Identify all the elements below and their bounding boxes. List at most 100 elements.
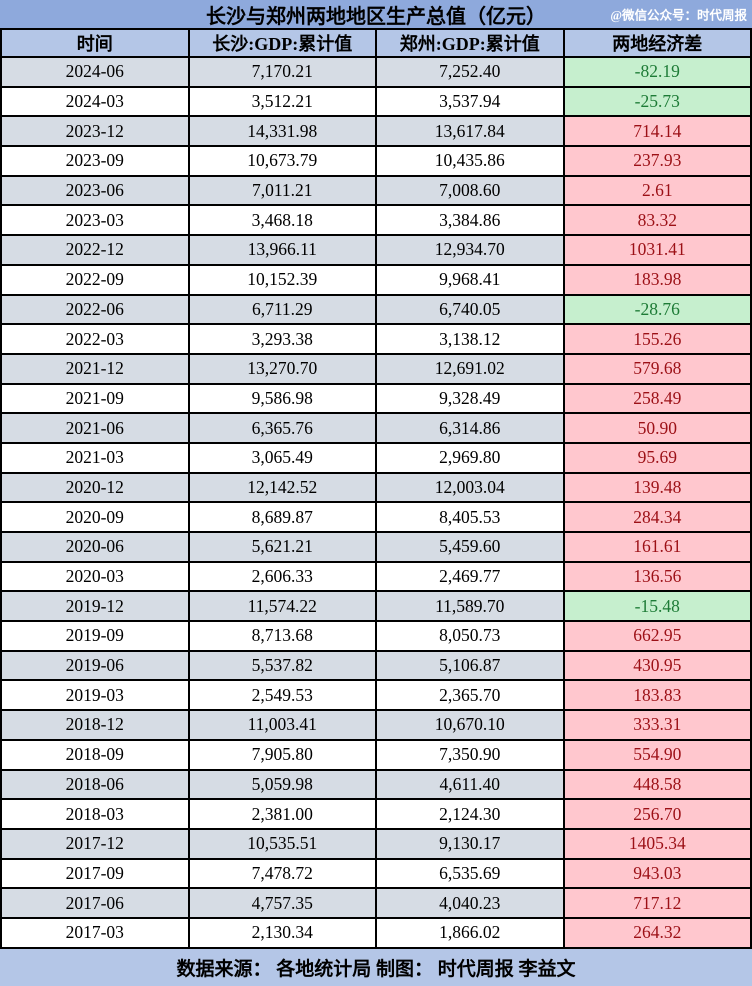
cell-changsha-gdp: 5,621.21 [187,531,377,563]
cell-date: 2018-12 [0,709,190,741]
cell-zhengzhou-gdp: 3,384.86 [375,204,565,237]
cell-date: 2020-09 [0,501,190,533]
table-row: 2023-12 14,331.98 13,617.84 714.14 [0,115,752,148]
table-row: 2022-06 6,711.29 6,740.05 -28.76 [0,293,752,326]
cell-zhengzhou-gdp: 10,435.86 [375,145,565,177]
cell-changsha-gdp: 2,381.00 [187,798,377,830]
table-body: 2024-06 7,170.21 7,252.40 -82.19 2024-03 3,51… [0,56,752,950]
cell-changsha-gdp: 3,065.49 [187,441,377,474]
table-row: 2020-06 5,621.21 5,459.60 161.61 [0,531,752,563]
cell-economic-diff: 183.83 [562,679,752,712]
cell-zhengzhou-gdp: 3,537.94 [375,85,565,118]
cell-changsha-gdp: 12,142.52 [187,471,377,504]
cell-zhengzhou-gdp: 10,670.10 [375,709,565,741]
table-row: 2017-03 2,130.34 1,866.02 264.32 [0,916,752,950]
cell-date: 2019-06 [0,649,190,682]
cell-zhengzhou-gdp: 5,459.60 [375,531,565,563]
cell-economic-diff: 1031.41 [562,234,752,266]
table-row: 2019-06 5,537.82 5,106.87 430.95 [0,649,752,682]
table-row: 2022-12 13,966.11 12,934.70 1031.41 [0,234,752,266]
table-row: 2021-12 13,270.70 12,691.02 579.68 [0,352,752,385]
cell-changsha-gdp: 10,673.79 [187,145,377,177]
watermark-wechat-account: @微信公众号：时代周报 [610,8,747,23]
cell-economic-diff: 95.69 [562,441,752,474]
cell-zhengzhou-gdp: 2,969.80 [375,441,565,474]
cell-zhengzhou-gdp: 11,589.70 [375,590,565,623]
cell-date: 2021-06 [0,412,190,444]
cell-changsha-gdp: 10,152.39 [187,263,377,296]
cell-economic-diff: 50.90 [562,412,752,444]
cell-date: 2021-12 [0,352,190,385]
cell-economic-diff: 183.98 [562,263,752,296]
table-row: 2023-06 7,011.21 7,008.60 2.61 [0,174,752,207]
cell-changsha-gdp: 6,365.76 [187,412,377,444]
cell-date: 2018-03 [0,798,190,830]
cell-zhengzhou-gdp: 2,469.77 [375,560,565,593]
cell-date: 2022-12 [0,234,190,266]
table-row: 2018-03 2,381.00 2,124.30 256.70 [0,798,752,830]
cell-economic-diff: 264.32 [562,916,752,950]
cell-zhengzhou-gdp: 6,740.05 [375,293,565,326]
cell-zhengzhou-gdp: 9,968.41 [375,263,565,296]
cell-date: 2020-12 [0,471,190,504]
cell-date: 2019-09 [0,620,190,652]
cell-economic-diff: 579.68 [562,352,752,385]
table-row: 2024-06 7,170.21 7,252.40 -82.19 [0,56,752,88]
page-title: 长沙与郑州两地地区生产总值（亿元） [206,5,546,28]
cell-changsha-gdp: 8,689.87 [187,501,377,533]
cell-date: 2021-09 [0,382,190,415]
cell-economic-diff: 258.49 [562,382,752,415]
cell-economic-diff: 714.14 [562,115,752,148]
cell-changsha-gdp: 4,757.35 [187,887,377,919]
title-bar: 长沙与郑州两地地区生产总值（亿元） @微信公众号：时代周报 [0,0,752,28]
cell-economic-diff: 139.48 [562,471,752,504]
cell-zhengzhou-gdp: 8,405.53 [375,501,565,533]
table-row: 2017-09 7,478.72 6,535.69 943.03 [0,857,752,890]
table-row: 2021-09 9,586.98 9,328.49 258.49 [0,382,752,415]
cell-zhengzhou-gdp: 6,314.86 [375,412,565,444]
column-header: 两地经济差 [562,28,752,58]
cell-economic-diff: 717.12 [562,887,752,919]
cell-economic-diff: 155.26 [562,323,752,355]
cell-date: 2022-06 [0,293,190,326]
cell-economic-diff: 943.03 [562,857,752,890]
cell-economic-diff: -15.48 [562,590,752,623]
cell-economic-diff: 161.61 [562,531,752,563]
cell-date: 2019-03 [0,679,190,712]
cell-date: 2024-06 [0,56,190,88]
table-row: 2020-12 12,142.52 12,003.04 139.48 [0,471,752,504]
cell-date: 2023-09 [0,145,190,177]
cell-economic-diff: 136.56 [562,560,752,593]
table-row: 2020-09 8,689.87 8,405.53 284.34 [0,501,752,533]
cell-changsha-gdp: 5,537.82 [187,649,377,682]
cell-zhengzhou-gdp: 8,050.73 [375,620,565,652]
cell-changsha-gdp: 2,549.53 [187,679,377,712]
table-row: 2019-03 2,549.53 2,365.70 183.83 [0,679,752,712]
cell-economic-diff: 2.61 [562,174,752,207]
cell-zhengzhou-gdp: 2,124.30 [375,798,565,830]
cell-changsha-gdp: 7,170.21 [187,56,377,88]
cell-date: 2024-03 [0,85,190,118]
cell-economic-diff: 256.70 [562,798,752,830]
column-header: 郑州:GDP:累计值 [375,28,565,58]
header-row: 时间 长沙:GDP:累计值 郑州:GDP:累计值 两地经济差 [0,28,752,58]
column-header: 长沙:GDP:累计值 [187,28,377,58]
cell-zhengzhou-gdp: 7,252.40 [375,56,565,88]
cell-zhengzhou-gdp: 4,611.40 [375,768,565,801]
table-row: 2018-06 5,059.98 4,611.40 448.58 [0,768,752,801]
cell-economic-diff: 662.95 [562,620,752,652]
cell-date: 2018-06 [0,768,190,801]
cell-changsha-gdp: 13,270.70 [187,352,377,385]
cell-zhengzhou-gdp: 12,934.70 [375,234,565,266]
cell-changsha-gdp: 3,293.38 [187,323,377,355]
cell-changsha-gdp: 7,011.21 [187,174,377,207]
cell-zhengzhou-gdp: 9,130.17 [375,827,565,860]
table-row: 2020-03 2,606.33 2,469.77 136.56 [0,560,752,593]
cell-changsha-gdp: 8,713.68 [187,620,377,652]
cell-date: 2020-06 [0,531,190,563]
table-row: 2017-12 10,535.51 9,130.17 1405.34 [0,827,752,860]
cell-economic-diff: 430.95 [562,649,752,682]
cell-zhengzhou-gdp: 12,003.04 [375,471,565,504]
table-header: 时间 长沙:GDP:累计值 郑州:GDP:累计值 两地经济差 [0,28,752,58]
